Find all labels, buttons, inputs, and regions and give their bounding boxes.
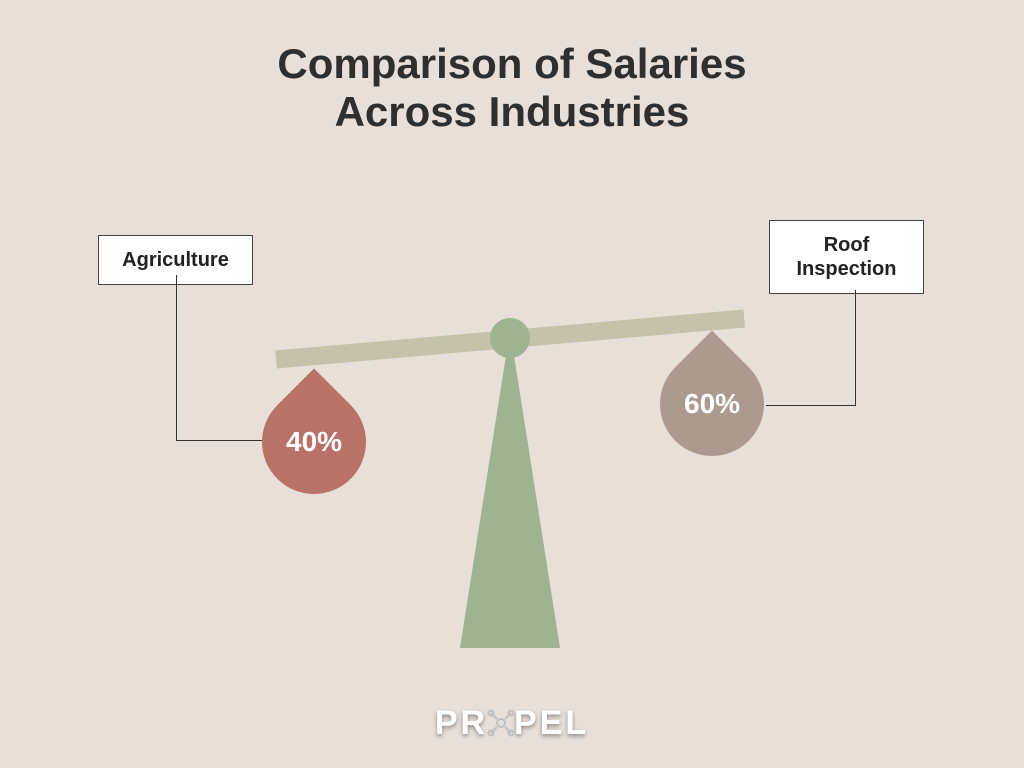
label-text-left: Agriculture [122, 249, 229, 271]
scale-pivot [490, 318, 530, 358]
callout-line-left-h [176, 440, 262, 441]
callout-line-left [176, 275, 177, 440]
scale-stand [460, 330, 560, 648]
label-box-right: Roof Inspection [769, 220, 924, 294]
brand-logo: PR PEL [0, 704, 1024, 743]
logo-text-part1: PR [435, 704, 488, 742]
drone-icon [486, 708, 516, 738]
callout-line-right-h [766, 405, 856, 406]
infographic-canvas: Comparison of Salaries Across Industries… [0, 0, 1024, 768]
logo-text-part2: PEL [514, 704, 589, 742]
title-line-1: Comparison of Salaries [277, 40, 746, 87]
label-text-right: Roof Inspection [796, 234, 896, 280]
callout-line-right [855, 290, 856, 405]
title-line-2: Across Industries [335, 88, 690, 135]
page-title: Comparison of Salaries Across Industries [0, 40, 1024, 137]
value-text-right: 60% [684, 388, 740, 420]
value-text-left: 40% [286, 426, 342, 458]
